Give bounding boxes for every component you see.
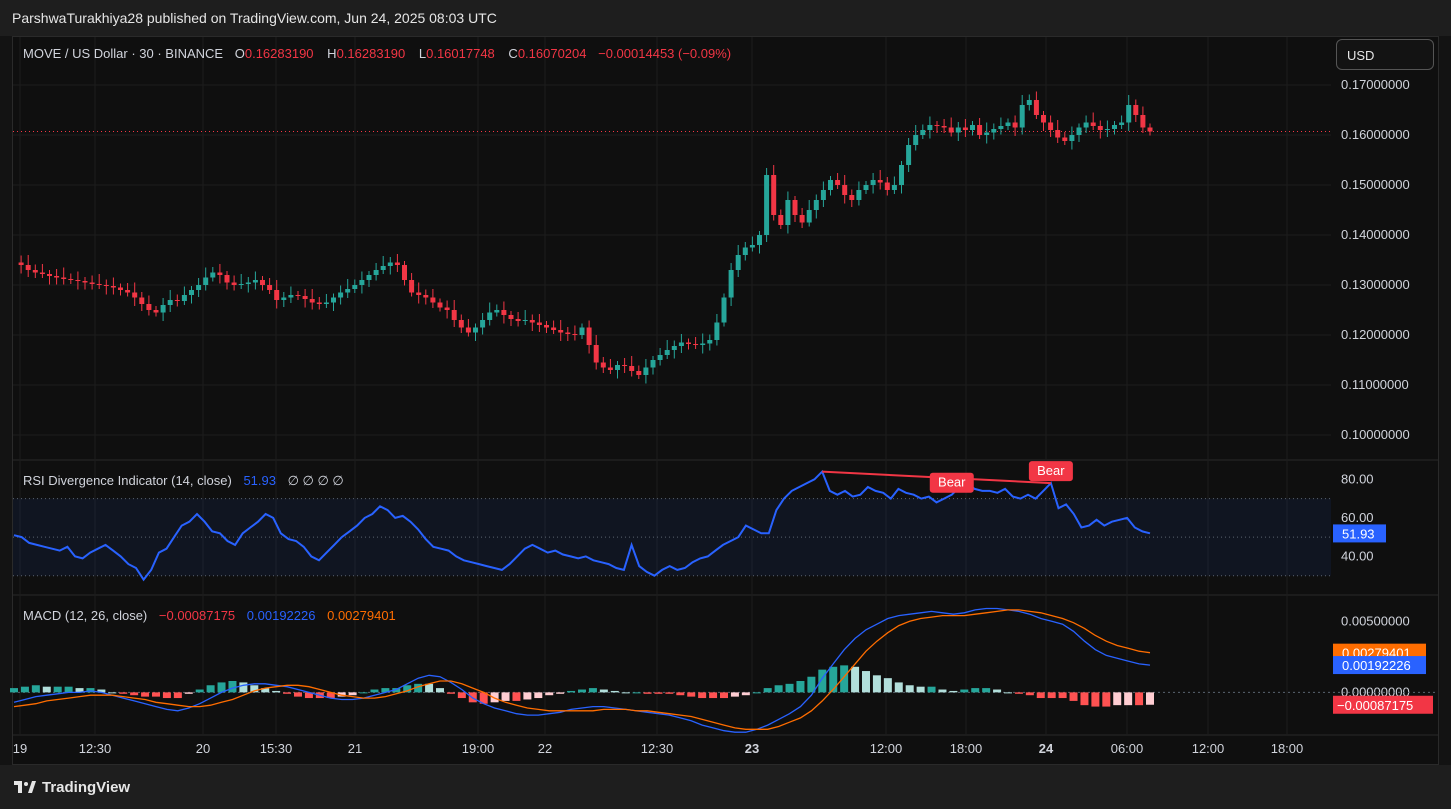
macd-line-value: 0.00192226 xyxy=(246,608,316,623)
price-legend: MOVE / US Dollar · 30 · BINANCE O0.16283… xyxy=(23,46,733,61)
change-value: −0.00014453 (−0.09%) xyxy=(598,46,732,61)
low-value: 0.16017748 xyxy=(426,46,495,61)
currency-button[interactable]: USD xyxy=(1336,39,1434,70)
close-value: 0.16070204 xyxy=(517,46,587,61)
macd-name: MACD (12, 26, close) xyxy=(23,608,148,623)
symbol-label: MOVE / US Dollar · 30 · BINANCE xyxy=(23,46,224,61)
rsi-extra: ∅ ∅ ∅ ∅ xyxy=(287,473,344,488)
brand-name: TradingView xyxy=(42,779,131,796)
open-value: 0.16283190 xyxy=(244,46,314,61)
macd-legend: MACD (12, 26, close) −0.00087175 0.00192… xyxy=(23,608,398,623)
low-label: L xyxy=(418,46,427,61)
rsi-value: 51.93 xyxy=(243,473,276,488)
publish-info: ParshwaTurakhiya28 published on TradingV… xyxy=(12,10,497,26)
macd-hist-value: −0.00087175 xyxy=(158,608,236,623)
macd-signal-value: 0.00279401 xyxy=(327,608,396,623)
chart-area[interactable] xyxy=(12,36,1439,765)
bottom-bar xyxy=(0,765,1451,809)
rsi-legend: RSI Divergence Indicator (14, close) 51.… xyxy=(23,473,346,489)
high-label: H xyxy=(327,46,337,61)
rsi-name: RSI Divergence Indicator (14, close) xyxy=(23,473,232,488)
high-value: 0.16283190 xyxy=(336,46,406,61)
close-label: C xyxy=(508,46,518,61)
top-bar: ParshwaTurakhiya28 published on TradingV… xyxy=(0,0,1451,36)
tradingview-logo-icon xyxy=(14,780,36,793)
tradingview-brand[interactable]: TradingView xyxy=(14,779,130,796)
open-label: O xyxy=(234,46,245,61)
